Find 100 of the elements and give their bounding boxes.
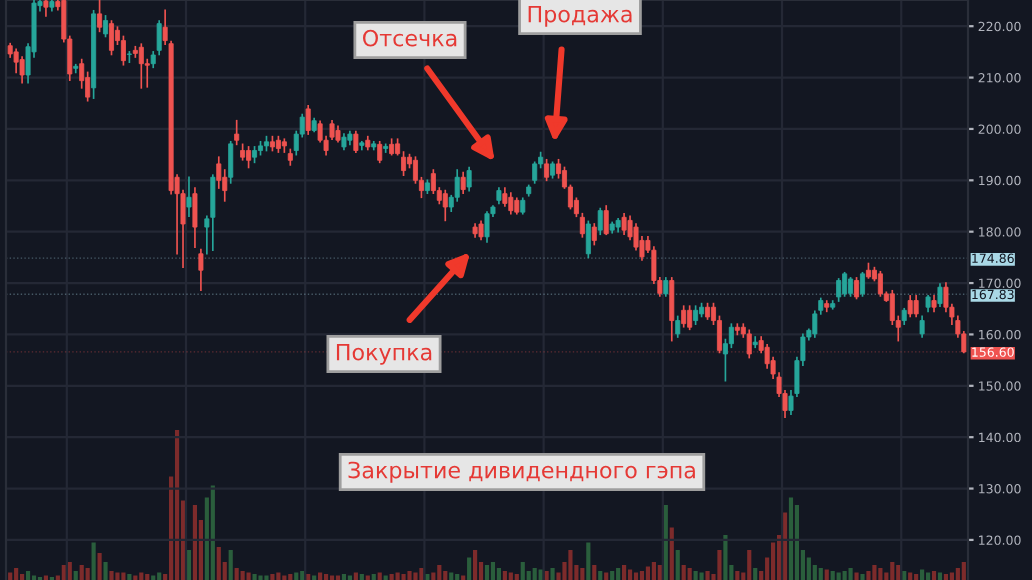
bar	[622, 565, 627, 580]
bar	[484, 565, 490, 580]
bar	[210, 485, 215, 580]
bar	[657, 565, 662, 580]
bar	[914, 574, 919, 580]
bar	[419, 568, 424, 580]
bar	[174, 430, 180, 580]
candlestick	[842, 271, 848, 297]
candlestick	[73, 63, 79, 74]
candlestick	[621, 212, 627, 236]
candlestick	[19, 56, 25, 84]
candlestick	[877, 270, 883, 297]
bar	[896, 565, 901, 580]
bar	[449, 572, 454, 580]
bar	[25, 571, 31, 580]
bar	[467, 557, 472, 580]
bar	[872, 565, 877, 580]
bar	[836, 572, 841, 580]
candlestick	[836, 278, 842, 302]
candlestick	[544, 158, 550, 182]
candlestick	[246, 146, 252, 169]
bar	[908, 572, 913, 580]
bar	[842, 571, 847, 580]
bar	[157, 572, 162, 580]
bar	[186, 550, 192, 580]
candlestick	[669, 277, 675, 342]
bar	[115, 572, 120, 580]
bar	[848, 568, 853, 580]
bar	[455, 574, 460, 580]
bar	[818, 568, 823, 580]
candlestick	[305, 104, 311, 135]
candlestick	[675, 315, 681, 338]
candlestick	[937, 283, 943, 308]
bar	[699, 572, 704, 580]
bar	[234, 568, 239, 580]
bar	[192, 505, 198, 580]
bar	[359, 574, 364, 580]
bar	[544, 571, 549, 580]
bar	[592, 565, 597, 580]
candlestick	[234, 119, 240, 146]
bar	[514, 574, 519, 580]
candlestick	[210, 174, 216, 252]
candlestick	[585, 220, 591, 259]
bar	[228, 550, 233, 580]
bar	[550, 568, 555, 580]
candlestick	[919, 315, 925, 338]
bar	[651, 562, 656, 580]
bar	[61, 565, 66, 580]
bar	[920, 569, 925, 580]
candlestick	[746, 329, 752, 359]
bar	[747, 550, 752, 580]
candlestick	[442, 189, 448, 222]
bar	[240, 571, 245, 580]
bar	[824, 569, 829, 580]
candlestick	[752, 336, 758, 349]
candlestick	[603, 205, 609, 236]
bar	[288, 574, 293, 580]
candlestick	[597, 207, 603, 236]
bar	[949, 572, 954, 580]
candlestick	[383, 143, 389, 153]
candlestick	[108, 20, 114, 56]
bar	[103, 562, 108, 580]
candlestick	[186, 176, 192, 218]
bar	[490, 562, 496, 580]
bar	[627, 569, 633, 580]
bar	[139, 572, 144, 580]
bar	[472, 550, 478, 580]
bar	[568, 550, 573, 580]
bar	[395, 572, 400, 580]
candlestick	[228, 140, 234, 184]
bar	[931, 571, 937, 580]
candlestick	[687, 305, 693, 331]
bar	[318, 572, 323, 580]
candlestick	[591, 223, 597, 246]
bar	[723, 535, 728, 580]
bar	[437, 565, 442, 580]
bar	[341, 574, 347, 580]
candlestick	[460, 171, 466, 194]
bar	[830, 571, 835, 580]
bar	[604, 572, 609, 580]
annotation: Продажа	[528, 5, 632, 27]
bar	[216, 547, 221, 580]
candlestick	[484, 211, 490, 243]
bar	[246, 572, 251, 580]
bar	[306, 574, 311, 580]
bar	[854, 572, 859, 580]
bar	[961, 562, 966, 580]
bar	[109, 571, 114, 580]
bar	[91, 542, 96, 580]
bar	[431, 572, 436, 580]
bar	[866, 571, 871, 580]
bar	[890, 562, 895, 580]
candlestick	[192, 187, 198, 248]
bar	[937, 572, 943, 580]
bar	[735, 571, 740, 580]
candlestick	[353, 130, 359, 153]
candlestick	[103, 15, 109, 38]
bar	[633, 572, 639, 580]
bar	[580, 568, 585, 580]
bar	[717, 550, 722, 580]
